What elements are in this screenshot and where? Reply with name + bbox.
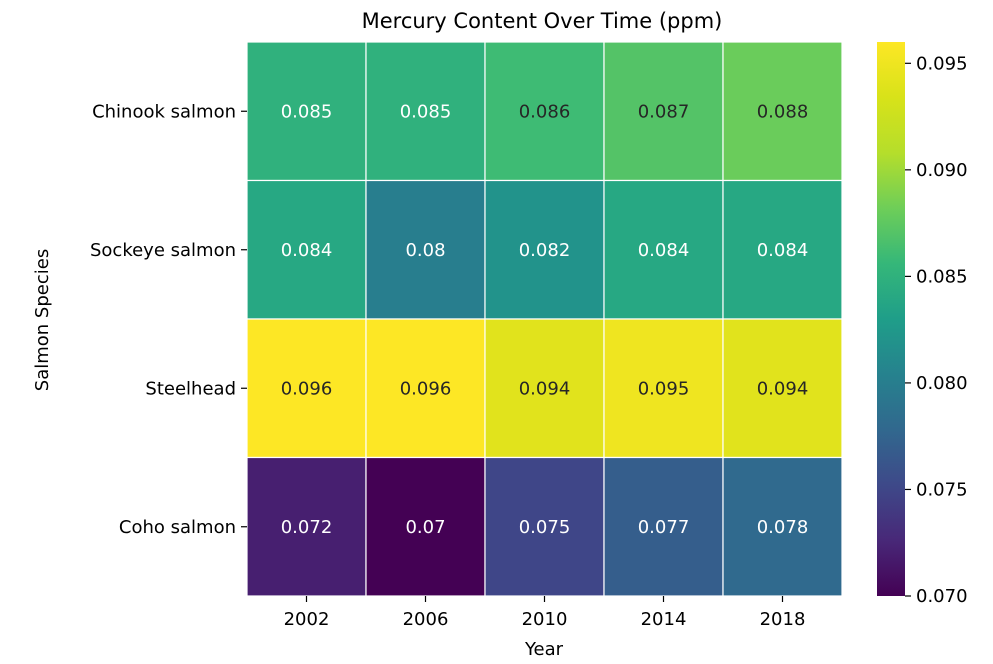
cell-value-label: 0.077: [638, 517, 690, 538]
x-tick-label: 2002: [284, 609, 330, 630]
heatmap-cell: [603, 41, 724, 182]
heatmap-cell: [722, 318, 843, 459]
y-axis: Chinook salmon Sockeye salmon Steelhead Coh…: [90, 101, 247, 538]
colorbar-tick-label: 0.090: [916, 160, 968, 181]
y-tick-label: Coho salmon: [119, 517, 236, 538]
cell-value-label: 0.086: [519, 101, 571, 122]
cell-value-label: 0.084: [757, 240, 809, 261]
y-tick-label: Chinook salmon: [92, 101, 236, 122]
y-tick-label: Sockeye salmon: [90, 240, 236, 261]
x-axis: 2002 2006 2010 2014 2018: [284, 596, 806, 630]
cell-value-label: 0.096: [281, 378, 333, 399]
y-tick-label: Steelhead: [145, 378, 236, 399]
x-axis-label: Year: [524, 639, 564, 660]
colorbar-tick-label: 0.095: [916, 53, 968, 74]
cell-value-label: 0.082: [519, 240, 571, 261]
heatmap-cell: [246, 41, 367, 182]
heatmap-cell: [246, 179, 367, 320]
heatmap-cell: [484, 318, 605, 459]
heatmap-cell: [603, 456, 724, 597]
cell-value-label: 0.075: [519, 517, 571, 538]
cell-annotations: 0.085 0.085 0.086 0.087 0.088 0.084 0.08 0.082 0…: [281, 101, 809, 538]
cell-value-label: 0.072: [281, 517, 333, 538]
heatmap-cell: [484, 456, 605, 597]
x-tick-label: 2018: [760, 609, 806, 630]
colorbar-tick-label: 0.080: [916, 373, 968, 394]
colorbar-tick-label: 0.075: [916, 479, 968, 500]
x-tick-label: 2006: [403, 609, 449, 630]
heatmap-cell: [603, 318, 724, 459]
heatmap-cell: [365, 41, 486, 182]
heatmap-cell: [722, 179, 843, 320]
heatmap-cell: [365, 318, 486, 459]
cell-value-label: 0.095: [638, 378, 690, 399]
cell-value-label: 0.078: [757, 517, 809, 538]
cell-value-label: 0.07: [405, 517, 445, 538]
colorbar-tick-label: 0.085: [916, 266, 968, 287]
heatmap-cell: [484, 179, 605, 320]
heatmap-cell: [484, 41, 605, 182]
heatmap-cell: [722, 456, 843, 597]
heatmap-cells: [246, 41, 843, 597]
x-tick-label: 2014: [641, 609, 687, 630]
heatmap-cell: [365, 456, 486, 597]
cell-value-label: 0.094: [757, 378, 809, 399]
colorbar: [877, 42, 905, 596]
y-axis-label: Salmon Species: [32, 249, 53, 391]
cell-value-label: 0.096: [400, 378, 452, 399]
cell-value-label: 0.088: [757, 101, 809, 122]
cell-value-label: 0.085: [400, 101, 452, 122]
colorbar-tick-label: 0.070: [916, 586, 968, 607]
cell-value-label: 0.085: [281, 101, 333, 122]
cell-value-label: 0.084: [638, 240, 690, 261]
heatmap-cell: [722, 41, 843, 182]
chart-title: Mercury Content Over Time (ppm): [362, 9, 723, 33]
cell-value-label: 0.094: [519, 378, 571, 399]
cell-value-label: 0.084: [281, 240, 333, 261]
x-tick-label: 2010: [522, 609, 568, 630]
colorbar-ticks: 0.070 0.075 0.080 0.085 0.090 0.095: [905, 53, 968, 607]
cell-value-label: 0.08: [405, 240, 445, 261]
cell-value-label: 0.087: [638, 101, 690, 122]
